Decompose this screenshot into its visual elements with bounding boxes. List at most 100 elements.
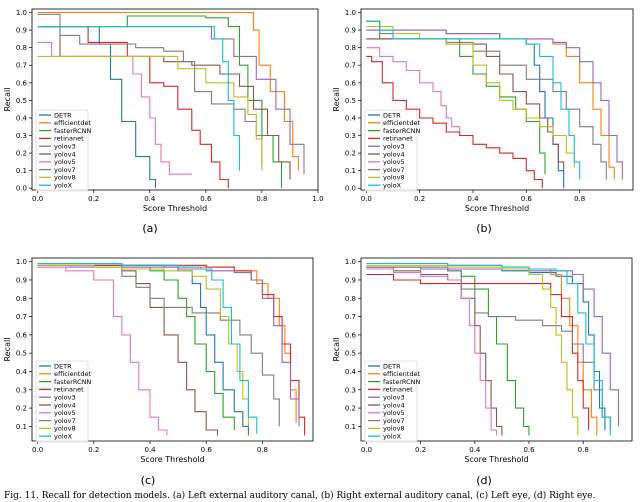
- legend-label: yolov5: [54, 158, 76, 166]
- x-tick-label: 0.8: [574, 195, 585, 203]
- x-tick-label: 0.0: [32, 446, 43, 454]
- legend-label: yolov7: [54, 417, 76, 425]
- legend-label: yolov8: [383, 174, 405, 182]
- series-line-yolov3: [37, 266, 300, 427]
- legend-label: DETR: [54, 362, 72, 370]
- legend-label: yolov3: [383, 143, 405, 151]
- x-tick-label: 0.0: [361, 195, 372, 203]
- legend-label: yolov4: [54, 401, 76, 409]
- legend-label: yolov5: [383, 409, 405, 417]
- x-axis-label: Score Threshold: [143, 204, 207, 213]
- y-tick-label: 0.1: [16, 423, 27, 431]
- y-tick-label: 0.1: [345, 167, 356, 175]
- y-tick-label: 0.6: [16, 331, 28, 339]
- plot-frame: [360, 8, 634, 191]
- series-line-yolov5: [37, 266, 168, 436]
- series-line-yoloX: [366, 20, 581, 180]
- series-line-yolov5: [37, 41, 192, 175]
- x-tick-label: 0.6: [523, 446, 535, 454]
- x-tick-label: 0.8: [257, 446, 268, 454]
- y-tick-label: 0.3: [16, 132, 27, 140]
- legend-label: yoloX: [383, 182, 402, 190]
- series-line-retinanet: [366, 273, 590, 430]
- series-line-yolov7: [37, 264, 280, 427]
- legend-label: retinanet: [54, 386, 84, 394]
- series-line-yolov5: [366, 47, 461, 132]
- plot-frame: [360, 257, 633, 442]
- y-tick-label: 0.6: [345, 331, 357, 339]
- y-tick-label: 1.0: [16, 9, 27, 17]
- y-tick-label: 0.4: [345, 368, 357, 376]
- panel-label: (a): [142, 222, 157, 235]
- y-axis-label: Recall: [332, 338, 341, 362]
- legend-label: yolov3: [54, 143, 76, 151]
- legend-label: yolov4: [54, 150, 76, 158]
- x-tick-label: 0.4: [469, 446, 481, 454]
- figure-caption: Fig. 11. Recall for detection models. (a…: [4, 491, 596, 501]
- legend-label: yolov4: [383, 150, 405, 158]
- y-tick-label: 0.8: [16, 295, 27, 303]
- legend-label: yolov8: [54, 425, 76, 433]
- y-tick-label: 0.5: [345, 97, 356, 105]
- y-axis-label: Recall: [3, 88, 12, 112]
- series-line-yoloX: [366, 262, 611, 436]
- legend-label: efficientdet: [383, 370, 420, 378]
- plot-frame: [31, 8, 319, 191]
- x-tick-label: 0.2: [88, 195, 99, 203]
- x-tick-label: 0.4: [144, 195, 156, 203]
- y-tick-label: 0.4: [345, 114, 357, 122]
- legend-label: yolov7: [383, 417, 405, 425]
- y-tick-label: 0.5: [16, 97, 27, 105]
- legend-label: efficientdet: [54, 119, 91, 127]
- series-line-yolov8: [366, 264, 579, 436]
- legend-label: yolov8: [383, 425, 405, 433]
- y-tick-label: 0.1: [345, 423, 356, 431]
- series-line-fasterRCNN: [37, 262, 235, 430]
- y-tick-label: 0.8: [16, 44, 27, 52]
- legend-label: yoloX: [54, 182, 73, 190]
- y-tick-label: 0.5: [16, 350, 27, 358]
- x-tick-label: 0.0: [32, 195, 43, 203]
- series-line-yolov8: [37, 264, 249, 427]
- legend-label: efficientdet: [54, 370, 91, 378]
- x-tick-label: 0.0: [361, 446, 372, 454]
- y-tick-label: 0.7: [345, 62, 356, 70]
- series-line-yoloX: [37, 26, 241, 171]
- legend-label: fasterRCNN: [383, 127, 420, 135]
- series-line-yolov7: [37, 13, 263, 166]
- y-tick-label: 0.2: [16, 405, 27, 413]
- series-line-yolov8: [37, 55, 263, 171]
- x-tick-label: 0.4: [144, 446, 156, 454]
- y-tick-label: 1.0: [16, 258, 27, 266]
- y-tick-label: 0.2: [345, 405, 356, 413]
- y-tick-label: 0.7: [16, 313, 27, 321]
- y-tick-label: 0.3: [345, 132, 356, 140]
- y-tick-label: 0.1: [16, 167, 27, 175]
- series-line-yolov5: [366, 268, 498, 436]
- y-tick-label: 1.0: [345, 9, 356, 17]
- panel-label: (d): [476, 474, 492, 487]
- x-tick-label: 1.0: [312, 195, 323, 203]
- legend-label: DETR: [383, 111, 401, 119]
- y-tick-label: 0.9: [345, 276, 356, 284]
- legend-label: retinanet: [383, 386, 413, 394]
- x-axis-label: Score Threshold: [465, 204, 529, 213]
- x-tick-label: 0.2: [414, 195, 425, 203]
- legend-label: DETR: [54, 111, 72, 119]
- y-tick-label: 0.6: [16, 79, 28, 87]
- series-line-retinanet: [37, 26, 229, 189]
- x-tick-label: 0.2: [415, 446, 426, 454]
- x-tick-label: 0.6: [521, 195, 533, 203]
- series-line-yolov3: [366, 29, 623, 180]
- y-axis-label: Recall: [3, 338, 12, 362]
- y-tick-label: 0.4: [16, 114, 28, 122]
- x-axis-label: Score Threshold: [464, 455, 528, 464]
- y-tick-label: 0.3: [16, 386, 27, 394]
- legend-label: retinanet: [54, 135, 84, 143]
- y-tick-label: 0.9: [16, 276, 27, 284]
- legend-label: yolov3: [54, 394, 76, 402]
- legend-label: yolov7: [383, 166, 405, 174]
- y-tick-label: 0.8: [345, 295, 356, 303]
- x-tick-label: 0.8: [578, 446, 589, 454]
